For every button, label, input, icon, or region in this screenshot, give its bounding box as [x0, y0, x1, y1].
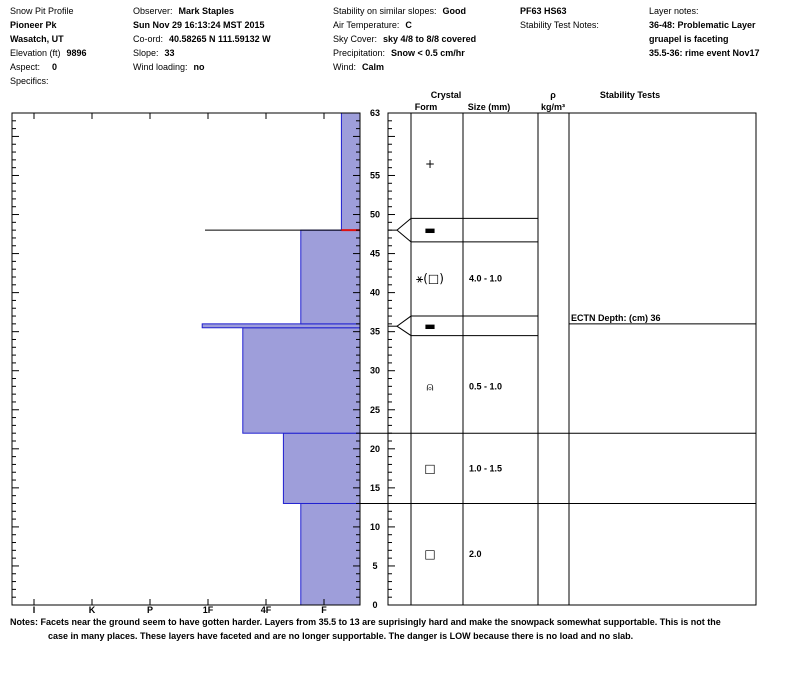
hardness-layer-0 [300, 502, 361, 606]
hardness-layer-4 [300, 229, 361, 325]
depth-tick-label: 10 [370, 522, 380, 532]
aspect-row: Aspect: 0 [10, 62, 58, 72]
air-temp-row: Air Temperature: C [333, 20, 412, 30]
notes-block: Notes: Facets near the ground seem to ha… [10, 615, 780, 643]
crystal-size-value: 2.0 [469, 549, 482, 559]
precip-row: Precipitation: Snow < 0.5 cm/hr [333, 48, 465, 58]
hardness-plot-frame [11, 112, 361, 606]
wind-loading-row: Wind loading: no [133, 62, 205, 72]
crystal-form-symbol: ⚹(□) [416, 272, 444, 286]
notes-label: Notes: [10, 617, 39, 627]
form-header: Form [415, 102, 438, 112]
depth-tick-label: 35 [370, 327, 380, 337]
hardness-tick-label: 4F [261, 605, 272, 615]
layer-notes-label: Layer notes: [649, 6, 699, 16]
rho-unit-header: kg/m³ [541, 102, 565, 112]
crystal-form-symbol: □ [424, 547, 435, 561]
hardness-layer-1 [282, 432, 361, 504]
depth-tick-label: 63 [370, 108, 380, 118]
location-name: Pioneer Pk [10, 20, 57, 30]
elevation-row: Elevation (ft) 9896 [10, 48, 87, 58]
stability-row: Stability on similar slopes: Good [333, 6, 467, 16]
region-name: Wasatch, UT [10, 34, 64, 44]
depth-tick-label: 20 [370, 444, 380, 454]
header-col-4: PF63 HS63 Stability Test Notes: [520, 6, 599, 31]
crystal-form-symbol: ▬ [424, 223, 435, 237]
crystal-size-value: 1.0 - 1.5 [469, 463, 502, 473]
depth-tick-label: 15 [370, 483, 380, 493]
specifics-label: Specifics: [10, 76, 49, 86]
crystal-table-frame [387, 112, 757, 606]
hardness-tick-label: 1F [203, 605, 214, 615]
hardness-tick-label: K [89, 605, 96, 615]
crystal-size-value: 0.5 - 1.0 [469, 381, 502, 391]
wind-row: Wind: Calm [333, 62, 385, 72]
size-header: Size (mm) [468, 102, 511, 112]
layer-note-2: gruapel is faceting [649, 34, 729, 44]
thin-layer-bracket [396, 217, 538, 243]
rho-header: ρ [550, 90, 556, 100]
stability-test-label: ECTN Depth: (cm) 36 [571, 313, 661, 323]
sky-cover-row: Sky Cover: sky 4/8 to 8/8 covered [333, 34, 477, 44]
stability-test-notes-label: Stability Test Notes: [520, 20, 599, 30]
crystal-size-value: 4.0 - 1.0 [469, 274, 502, 284]
depth-tick-label: 25 [370, 405, 380, 415]
pit-id: PF63 HS63 [520, 6, 567, 16]
coord-row: Co-ord: 40.58265 N 111.59132 W [133, 34, 271, 44]
notes-line-1: Facets near the ground seem to have gott… [40, 617, 721, 627]
hardness-tick-label: F [321, 605, 327, 615]
profile-title: Snow Pit Profile [10, 6, 74, 16]
header-col-5: Layer notes: 36-48: Problematic Layer gr… [649, 6, 760, 59]
hardness-layer-5 [340, 112, 361, 231]
pit-datetime: Sun Nov 29 16:13:24 MST 2015 [133, 20, 265, 30]
stability-tests-header: Stability Tests [600, 90, 660, 100]
depth-tick-label: 50 [370, 210, 380, 220]
notes-line-2: case in many places. These layers have f… [48, 631, 634, 641]
header-col-1: Snow Pit Profile Pioneer Pk Wasatch, UT … [10, 6, 87, 87]
thin-layer-bracket [396, 315, 538, 337]
observer-row: Observer: Mark Staples [133, 6, 235, 16]
crystal-header: Crystal [431, 90, 462, 100]
header-col-2: Observer: Mark Staples Sun Nov 29 16:13:2… [133, 6, 271, 73]
hardness-tick-label: P [147, 605, 153, 615]
crystal-form-symbol: ⍝ [426, 379, 433, 393]
depth-tick-label: 40 [370, 288, 380, 298]
hardness-layer-3 [201, 323, 361, 329]
layer-note-1: 36-48: Problematic Layer [649, 20, 756, 30]
crystal-form-symbol: + [425, 157, 435, 171]
hardness-tick-label: I [33, 605, 36, 615]
depth-tick-label: 55 [370, 170, 380, 180]
hardness-layer-2 [242, 327, 361, 434]
crystal-form-symbol: ▬ [424, 319, 435, 333]
depth-tick-label: 0 [372, 600, 377, 610]
depth-tick-label: 5 [372, 561, 377, 571]
crystal-form-symbol: □ [424, 461, 435, 475]
depth-tick-label: 45 [370, 249, 380, 259]
depth-tick-label: 30 [370, 366, 380, 376]
header-col-3: Stability on similar slopes: Good Air Tem… [333, 6, 476, 73]
layer-note-3: 35.5-36: rime event Nov17 [649, 48, 760, 58]
slope-row: Slope: 33 [133, 48, 175, 58]
